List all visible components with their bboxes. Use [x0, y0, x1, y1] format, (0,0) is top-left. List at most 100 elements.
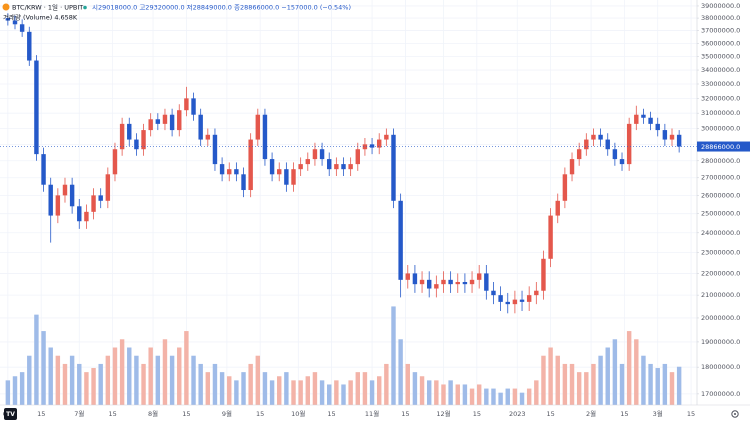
candle-body	[48, 184, 53, 216]
volume-bar	[298, 380, 303, 405]
candle-body	[505, 301, 510, 305]
volume-bar	[341, 384, 346, 405]
candle-body	[591, 134, 596, 140]
volume-bar	[177, 347, 182, 405]
volume-bar	[655, 368, 660, 405]
volume-bar	[12, 376, 18, 405]
candle-body	[212, 134, 218, 165]
candle-body	[119, 123, 125, 150]
volume-bar	[112, 347, 118, 405]
volume-bar	[619, 363, 625, 405]
volume-bar	[48, 347, 53, 405]
candle-body	[355, 149, 360, 165]
x-tick-label: 15	[327, 410, 335, 418]
volume-bar	[348, 380, 353, 405]
x-tick-label: 8월	[148, 409, 158, 418]
y-tick-label: 26000000.0	[701, 191, 740, 199]
volume-bar	[598, 355, 603, 405]
candle-body	[519, 299, 525, 302]
candle-body	[319, 149, 325, 160]
gear-center[interactable]	[734, 413, 736, 415]
volume-bar	[548, 347, 553, 405]
candle-body	[641, 114, 646, 118]
volume-bar	[555, 355, 560, 405]
candle-body	[62, 184, 68, 196]
logo-box	[4, 408, 17, 420]
candle-body	[562, 174, 568, 201]
volume-bar	[148, 347, 153, 405]
candle-body	[127, 123, 132, 140]
symbol-icon	[2, 3, 10, 11]
y-tick-label: 38000000.0	[701, 14, 740, 22]
y-tick-label: 18000000.0	[701, 363, 740, 371]
volume-bar	[612, 339, 618, 405]
volume-bar	[191, 355, 196, 405]
volume-bar	[105, 355, 111, 405]
y-tick-label: 21000000.0	[701, 291, 740, 299]
candle-body	[77, 206, 82, 222]
candle-body	[362, 144, 368, 150]
candle-body	[676, 134, 682, 147]
volume-bar	[562, 363, 568, 405]
y-tick-label: 19000000.0	[701, 338, 740, 346]
volume-bar	[41, 331, 46, 405]
candle-body	[155, 119, 161, 124]
volume-bar	[255, 355, 261, 405]
ohlc-legend: 시29018000.0 고29320000.0 저28849000.0 종288…	[92, 3, 351, 12]
candle-body	[162, 114, 168, 124]
volume-bar	[469, 388, 475, 405]
y-tick-label: 39000000.0	[701, 2, 740, 10]
volume-bar	[426, 380, 432, 405]
volume-bar	[541, 355, 546, 405]
candle-body	[598, 134, 603, 140]
volume-bar	[369, 380, 375, 405]
volume-bar	[584, 372, 589, 405]
y-tick-label: 23000000.0	[701, 249, 740, 257]
candle-body	[41, 154, 46, 185]
x-tick-label: 11월	[365, 409, 379, 418]
candle-body	[555, 200, 560, 216]
candle-body	[84, 211, 89, 222]
candle-body	[148, 119, 153, 131]
candle-body	[491, 290, 496, 296]
y-tick-label: 17000000.0	[701, 390, 740, 398]
candle-body	[419, 279, 425, 285]
y-tick-label: 30000000.0	[701, 125, 740, 133]
volume-bar	[634, 339, 639, 405]
candle-body	[348, 164, 353, 170]
candle-body	[448, 279, 453, 285]
volume-bar	[27, 355, 32, 405]
candle-body	[177, 110, 182, 131]
y-tick-label: 36000000.0	[701, 39, 740, 47]
volume-bar	[462, 384, 468, 405]
volume-bar	[669, 372, 675, 405]
volume-bar	[412, 372, 418, 405]
candle-body	[405, 273, 410, 280]
volume-bar	[55, 355, 61, 405]
candle-body	[455, 281, 460, 285]
tv-logo: TV	[4, 408, 17, 420]
candle-body	[191, 98, 196, 115]
gear[interactable]	[731, 410, 739, 418]
volume-bar	[419, 376, 425, 405]
candle-body	[541, 258, 546, 291]
volume-bar	[512, 388, 518, 405]
candle-body	[669, 134, 675, 140]
volume-bar	[441, 384, 446, 405]
candle-body	[262, 114, 268, 160]
candle-body	[662, 130, 668, 140]
x-tick-label: 15	[546, 410, 554, 418]
volume-bar	[277, 376, 282, 405]
volume-bar	[305, 376, 311, 405]
status-dot	[83, 5, 87, 10]
volume-bar	[34, 314, 39, 405]
candle-body	[298, 164, 303, 170]
volume-bar	[84, 372, 89, 405]
volume-bar	[491, 388, 496, 405]
candle-body	[426, 279, 432, 289]
settings-icon[interactable]	[731, 410, 739, 418]
grid	[0, 0, 697, 405]
candle-body	[469, 279, 475, 285]
volume-bar	[662, 363, 668, 405]
